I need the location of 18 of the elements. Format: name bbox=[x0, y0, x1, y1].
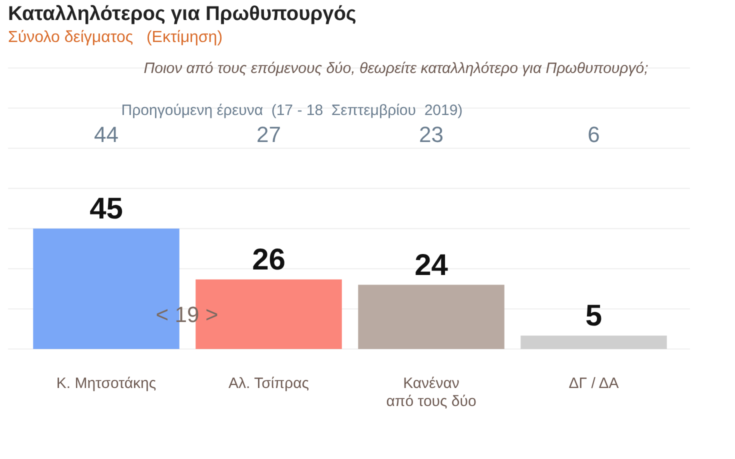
chart-title: Καταλληλότερος για Πρωθυπουργός bbox=[8, 3, 356, 25]
x-tick-label: Κανέναν από τους δύο bbox=[386, 375, 476, 410]
bar bbox=[358, 284, 504, 349]
annotation: 23 bbox=[419, 122, 444, 147]
data-label: 5 bbox=[585, 300, 602, 333]
chart-subtitle: Σύνολο δείγματος (Εκτίμηση) bbox=[8, 29, 223, 46]
x-tick-label: ΔΓ / ΔΑ bbox=[568, 375, 619, 392]
annotation: 44 bbox=[94, 122, 118, 147]
annotation: Προηγούμενη έρευνα (17 - 18 Σεπτεμβρίου 2019) bbox=[121, 102, 463, 119]
annotation: Ποιον από τους επόμενους δύο, θεωρείτε καταλληλότερο για Πρωθυπουργό; bbox=[144, 60, 648, 77]
annotation: 6 bbox=[588, 122, 600, 147]
data-label: 26 bbox=[252, 243, 286, 276]
bar bbox=[520, 336, 667, 349]
annotation: 27 bbox=[256, 122, 281, 147]
data-label: 45 bbox=[90, 192, 123, 226]
x-tick-label: Κ. Μητσοτάκης bbox=[56, 375, 156, 392]
x-tick-label: Αλ. Τσίπρας bbox=[228, 375, 309, 392]
data-label: 24 bbox=[414, 248, 448, 282]
